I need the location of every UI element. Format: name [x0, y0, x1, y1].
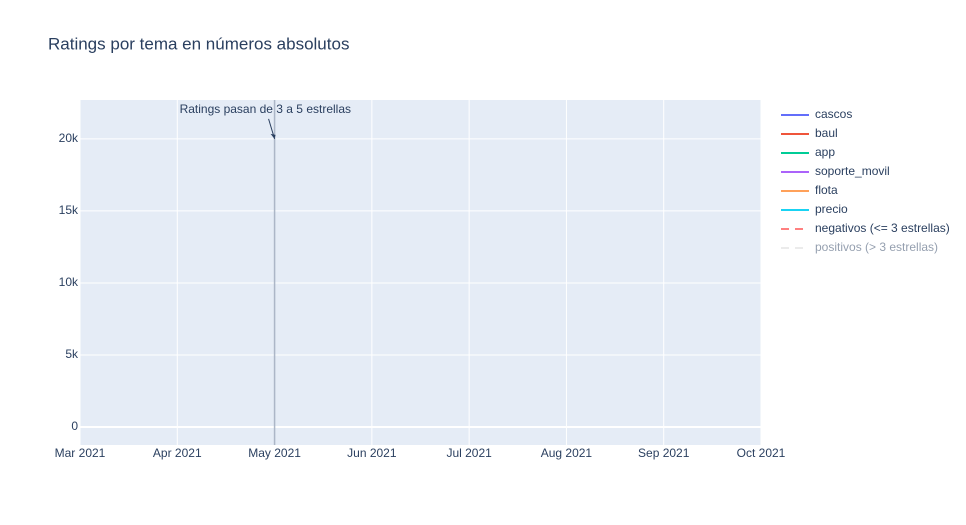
x-tick-label: Oct 2021 — [737, 446, 786, 460]
chart-title: Ratings por tema en números absolutos — [48, 34, 349, 53]
legend-label: flota — [815, 183, 838, 197]
x-tick-label: Jun 2021 — [347, 446, 397, 460]
y-tick-label: 5k — [65, 347, 79, 361]
x-tick-label: Apr 2021 — [153, 446, 202, 460]
x-tick-label: Sep 2021 — [638, 446, 690, 460]
legend-label: negativos (<= 3 estrellas) — [815, 221, 950, 235]
annotation-arrowhead — [270, 133, 276, 139]
annotation: Ratings pasan de 3 a 5 estrellas — [180, 102, 351, 116]
y-tick-label: 0 — [71, 419, 78, 433]
legend-label: precio — [815, 202, 848, 216]
legend-label: positivos (> 3 estrellas) — [815, 240, 938, 254]
x-tick-label: May 2021 — [248, 446, 301, 460]
legend-label: cascos — [815, 107, 852, 121]
legend-label: app — [815, 145, 835, 159]
y-tick-label: 20k — [59, 131, 79, 145]
legend-label: baul — [815, 126, 838, 140]
plot-area — [80, 100, 761, 445]
y-tick-label: 10k — [59, 275, 79, 289]
x-tick-label: Jul 2021 — [446, 446, 492, 460]
y-tick-label: 15k — [59, 203, 79, 217]
legend-label: soporte_movil — [815, 164, 890, 178]
x-tick-label: Aug 2021 — [541, 446, 593, 460]
x-tick-label: Mar 2021 — [55, 446, 106, 460]
